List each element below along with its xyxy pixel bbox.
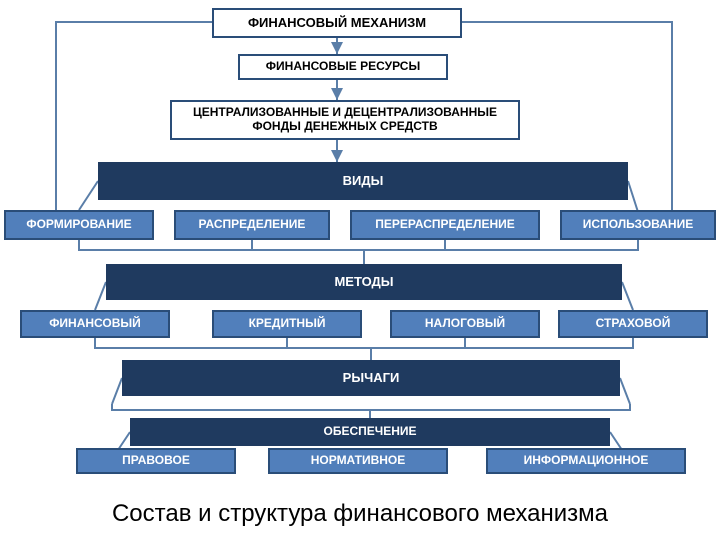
label: ФИНАНСОВЫЙ МЕХАНИЗМ	[248, 16, 426, 31]
label: ФОРМИРОВАНИЕ	[26, 218, 131, 232]
label: НОРМАТИВНОЕ	[311, 454, 406, 468]
bar-vidy: ВИДЫ	[98, 162, 628, 200]
metody-finansovyy: ФИНАНСОВЫЙ	[20, 310, 170, 338]
label: ВИДЫ	[343, 174, 384, 189]
obesp-pravovoe: ПРАВОВОЕ	[76, 448, 236, 474]
label: ОБЕСПЕЧЕНИЕ	[324, 425, 417, 439]
box-funds: ЦЕНТРАЛИЗОВАННЫЕ И ДЕЦЕНТРАЛИЗОВАННЫЕ ФО…	[170, 100, 520, 140]
caption-text: Состав и структура финансового механизма	[112, 500, 608, 527]
label: РЫЧАГИ	[343, 371, 400, 386]
bar-obespechenie: ОБЕСПЕЧЕНИЕ	[130, 418, 610, 446]
obesp-normativnoe: НОРМАТИВНОЕ	[268, 448, 448, 474]
label: ПЕРЕРАСПРЕДЕЛЕНИЕ	[375, 218, 515, 232]
label: ИСПОЛЬЗОВАНИЕ	[583, 218, 693, 232]
label: МЕТОДЫ	[334, 275, 393, 290]
metody-nalogovyy: НАЛОГОВЫЙ	[390, 310, 540, 338]
diagram-canvas: ФИНАНСОВЫЙ МЕХАНИЗМ ФИНАНСОВЫЕ РЕСУРСЫ Ц…	[0, 0, 720, 540]
box-mechanism: ФИНАНСОВЫЙ МЕХАНИЗМ	[212, 8, 462, 38]
vidy-pereraspredelenie: ПЕРЕРАСПРЕДЕЛЕНИЕ	[350, 210, 540, 240]
label: НАЛОГОВЫЙ	[425, 317, 505, 331]
label: РАСПРЕДЕЛЕНИЕ	[199, 218, 306, 232]
label: СТРАХОВОЙ	[596, 317, 671, 331]
box-resources: ФИНАНСОВЫЕ РЕСУРСЫ	[238, 54, 448, 80]
label: ЦЕНТРАЛИЗОВАННЫЕ И ДЕЦЕНТРАЛИЗОВАННЫЕ ФО…	[176, 106, 514, 134]
bar-rychagi: РЫЧАГИ	[122, 360, 620, 396]
obesp-informatsionnoe: ИНФОРМАЦИОННОЕ	[486, 448, 686, 474]
label: ПРАВОВОЕ	[122, 454, 190, 468]
bar-metody: МЕТОДЫ	[106, 264, 622, 300]
label: КРЕДИТНЫЙ	[249, 317, 326, 331]
vidy-ispolzovanie: ИСПОЛЬЗОВАНИЕ	[560, 210, 716, 240]
metody-strakhovoy: СТРАХОВОЙ	[558, 310, 708, 338]
label: ФИНАНСОВЫЕ РЕСУРСЫ	[266, 60, 420, 74]
metody-kreditnyy: КРЕДИТНЫЙ	[212, 310, 362, 338]
label: ИНФОРМАЦИОННОЕ	[524, 454, 649, 468]
vidy-formirovanie: ФОРМИРОВАНИЕ	[4, 210, 154, 240]
label: ФИНАНСОВЫЙ	[49, 317, 141, 331]
vidy-raspredelenie: РАСПРЕДЕЛЕНИЕ	[174, 210, 330, 240]
caption: Состав и структура финансового механизма	[0, 500, 720, 528]
